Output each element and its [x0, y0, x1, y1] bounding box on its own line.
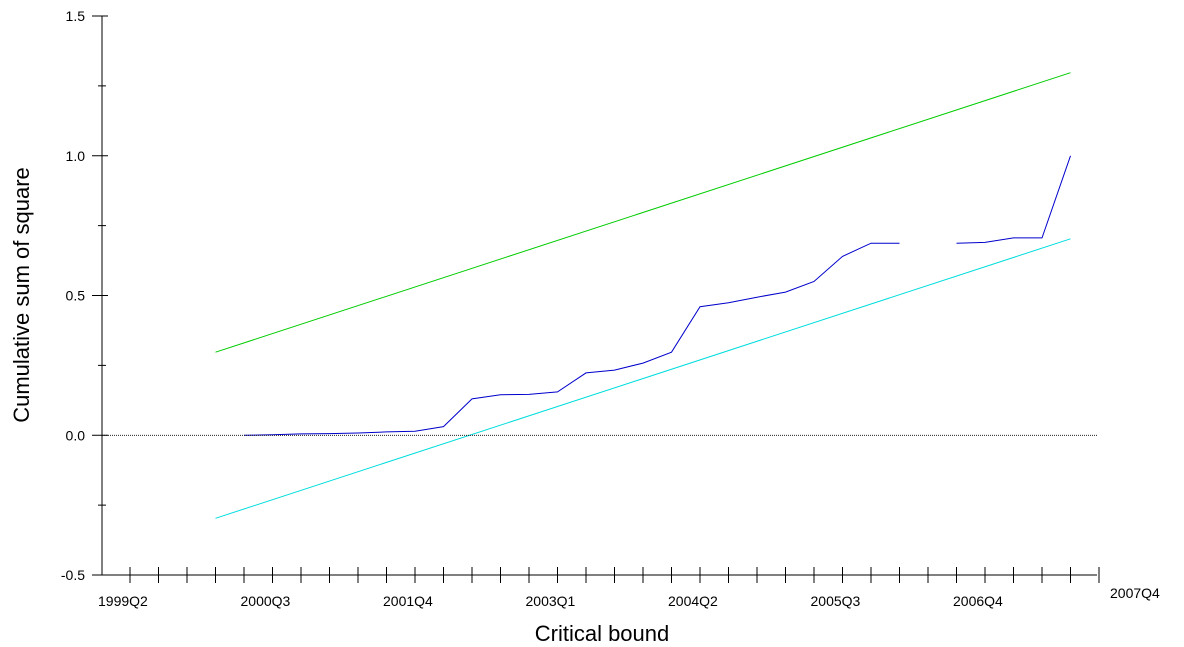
- x-tick-label: 2006Q4: [953, 593, 1003, 609]
- y-tick-label: -0.5: [61, 567, 85, 583]
- x-ticks: 1999Q2 2000Q3 2001Q4 2003Q1 2004Q2 2005Q3 2006…: [98, 567, 1160, 609]
- x-tick-label: 1999Q2: [98, 593, 148, 609]
- x-tick-label: 2005Q3: [811, 593, 861, 609]
- x-tick-label: 2003Q1: [526, 593, 576, 609]
- y-tick-label: 0.0: [66, 427, 86, 443]
- y-tick-label: 0.5: [66, 288, 86, 304]
- series-line-2: [216, 239, 1071, 519]
- x-tick-label: 2004Q2: [668, 593, 718, 609]
- x-tick-label: 2001Q4: [383, 593, 433, 609]
- x-axis-title: Critical bound: [535, 621, 670, 646]
- x-tick-label: 2007Q4: [1110, 585, 1160, 601]
- plot-lines: [102, 73, 1097, 519]
- series-line-1: [216, 73, 1071, 353]
- y-axis-title: Cumulative sum of square: [9, 167, 34, 423]
- series-line-3: [244, 243, 900, 435]
- axes: 1.5 1.0 0.5 0.0 -0.5 1999Q2 2000Q3 2001Q4 2003Q…: [61, 8, 1160, 609]
- y-tick-label: 1.5: [66, 8, 86, 24]
- y-ticks: 1.5 1.0 0.5 0.0 -0.5: [61, 8, 108, 583]
- series-line-3: [957, 156, 1071, 243]
- y-tick-label: 1.0: [66, 148, 86, 164]
- x-tick-label: 2000Q3: [241, 593, 291, 609]
